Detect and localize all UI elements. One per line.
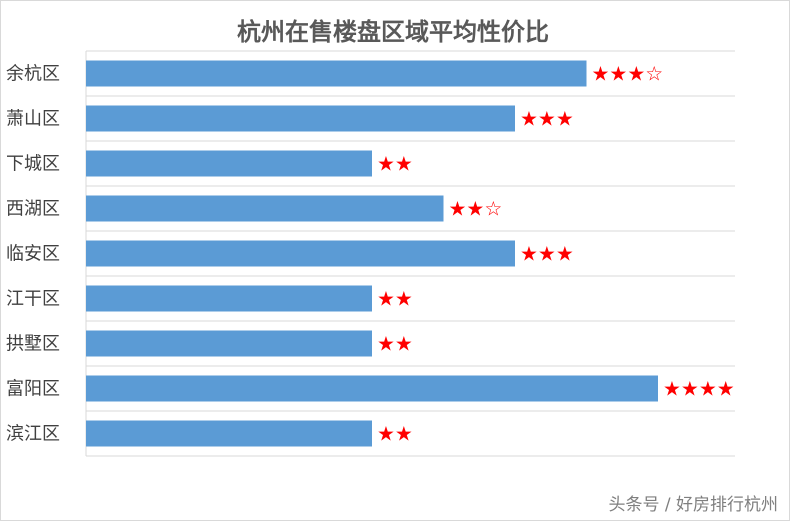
data-label-stars: ★★★ — [520, 107, 574, 131]
category-label: 江干区 — [6, 289, 60, 310]
bar — [86, 420, 372, 447]
category-label: 萧山区 — [6, 109, 60, 130]
chart-title: 杭州在售楼盘区域平均性价比 — [237, 18, 549, 46]
category-label: 滨江区 — [6, 424, 60, 445]
bars: 余杭区 ★★★☆ 萧山区 ★★★ 下城区 ★★ 西湖区 ★★☆ 临安区 ★★★ 江干区 ★★ 拱墅区 ★★… — [6, 60, 735, 447]
data-label-stars: ★★★★ — [663, 377, 735, 401]
bar — [86, 60, 587, 87]
data-label-stars: ★★★☆ — [592, 62, 664, 86]
bar — [86, 240, 515, 267]
bar — [86, 375, 658, 402]
bar — [86, 285, 372, 312]
category-label: 富阳区 — [6, 379, 60, 400]
category-label: 拱墅区 — [6, 334, 60, 355]
category-label: 余杭区 — [6, 64, 60, 85]
bar — [86, 195, 444, 222]
watermark-text: 头条号 / 好房排行杭州 — [608, 495, 778, 515]
data-label-stars: ★★ — [377, 152, 413, 176]
data-label-stars: ★★☆ — [449, 197, 503, 221]
category-label: 下城区 — [6, 154, 60, 175]
grid-lines — [85, 50, 735, 457]
category-label: 西湖区 — [6, 199, 60, 220]
data-label-stars: ★★★ — [520, 242, 574, 266]
bar — [86, 150, 372, 177]
data-label-stars: ★★ — [377, 332, 413, 356]
data-label-stars: ★★ — [377, 287, 413, 311]
data-label-stars: ★★ — [377, 422, 413, 446]
bar — [86, 330, 372, 357]
category-label: 临安区 — [6, 244, 60, 265]
bar — [86, 105, 515, 132]
